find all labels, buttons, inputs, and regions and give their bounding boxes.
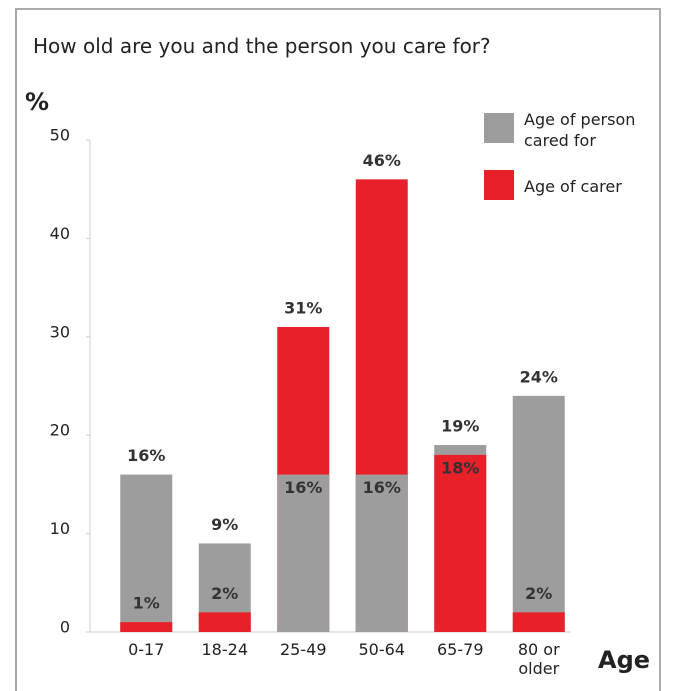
x-tick-label: 18-24 [201, 640, 249, 659]
data-label: 16% [284, 478, 322, 497]
y-axis-label: % [25, 88, 50, 116]
bar [512, 612, 565, 632]
frame [15, 8, 661, 691]
y-tick-label: 30 [50, 322, 70, 341]
chart-title: How old are you and the person you care … [33, 34, 491, 58]
legend-label: Age of carer [524, 177, 622, 196]
y-tick-label: 20 [50, 421, 70, 440]
bar [355, 474, 408, 632]
x-tick-label: 65-79 [437, 640, 484, 659]
x-axis-label: Age [598, 646, 651, 674]
data-label: 18% [441, 458, 479, 477]
bar [277, 474, 330, 632]
data-label: 9% [211, 515, 238, 534]
legend-label: Age of person cared for [524, 110, 636, 150]
bar [434, 454, 487, 632]
bar [198, 612, 251, 632]
bar [120, 474, 173, 632]
data-label: 16% [363, 478, 401, 497]
data-label: 2% [211, 584, 238, 603]
data-label: 24% [520, 367, 558, 386]
legend-swatch [484, 170, 514, 200]
y-tick-label: 40 [50, 224, 70, 243]
data-label: 16% [127, 446, 165, 465]
data-label: 1% [133, 594, 160, 613]
x-tick-label: 25-49 [280, 640, 327, 659]
y-tick-label: 0 [60, 618, 70, 637]
data-label: 2% [525, 584, 552, 603]
x-tick-label: 50-64 [358, 640, 406, 659]
y-tick-label: 10 [50, 519, 70, 538]
bar [512, 395, 565, 632]
data-label: 31% [284, 298, 322, 317]
bar [120, 622, 173, 632]
y-tick-label: 50 [50, 126, 70, 145]
x-tick-label: 0-17 [128, 640, 165, 659]
data-label: 19% [441, 417, 479, 436]
x-tick-label: 80 or older [517, 640, 560, 678]
data-label: 46% [363, 151, 401, 170]
legend-swatch [484, 113, 514, 143]
